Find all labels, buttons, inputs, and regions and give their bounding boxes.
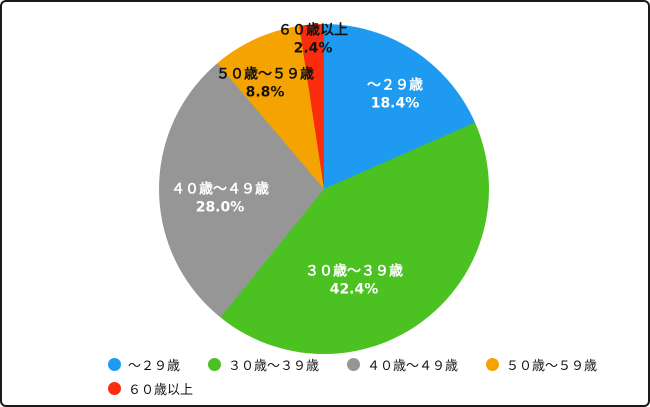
legend-label: 〜２９歳 (128, 359, 181, 374)
legend-swatch (486, 358, 500, 371)
legend-label: ５０歳〜５９歳 (506, 359, 598, 374)
legend-swatch (108, 382, 121, 395)
slice-label-30-39: ３０歳〜３９歳 42.4% (305, 264, 403, 299)
slice-label-text: ４０歳〜４９歳 (171, 181, 269, 198)
pie (159, 24, 489, 354)
legend-row: ６０歳以上 (108, 379, 597, 398)
slice-label-value: 8.8% (245, 84, 285, 100)
slice-label-text: ６０歳以上 (278, 22, 348, 39)
legend-label: ３０歳〜３９歳 (228, 359, 320, 374)
legend-item-30-39: ３０歳〜３９歳 (208, 355, 319, 374)
legend-item-50-59: ５０歳〜５９歳 (486, 355, 597, 374)
slice-label-value: 42.4% (329, 281, 379, 297)
slice-label-text: ３０歳〜３９歳 (305, 263, 403, 280)
slice-label-50-59: ５０歳〜５９歳 8.8% (216, 67, 314, 102)
legend-item-over60: ６０歳以上 (108, 379, 193, 398)
slice-label-over60: ６０歳以上 2.4% (278, 23, 348, 58)
legend-swatch (108, 358, 121, 371)
slice-label-value: 18.4% (370, 95, 420, 111)
legend-swatch (347, 358, 361, 371)
slice-label-value: 2.4% (293, 40, 333, 56)
slice-label-text: ５０歳〜５９歳 (216, 66, 314, 83)
legend-item-40-49: ４０歳〜４９歳 (347, 355, 458, 374)
slice-label-value: 28.0% (195, 199, 245, 215)
slice-label-40-49: ４０歳〜４９歳 28.0% (171, 182, 269, 217)
legend-swatch (208, 358, 222, 371)
slice-label-text: 〜２９歳 (367, 77, 423, 94)
legend: 〜２９歳 ３０歳〜３９歳 ４０歳〜４９歳 ５０歳〜５９歳 ６０歳以上 (108, 355, 597, 403)
legend-item-under29: 〜２９歳 (108, 355, 180, 374)
legend-label: ６０歳以上 (128, 383, 194, 398)
legend-row: 〜２９歳 ３０歳〜３９歳 ４０歳〜４９歳 ５０歳〜５９歳 (108, 355, 597, 374)
slice-label-under29: 〜２９歳 18.4% (367, 78, 423, 113)
legend-label: ４０歳〜４９歳 (367, 359, 459, 374)
